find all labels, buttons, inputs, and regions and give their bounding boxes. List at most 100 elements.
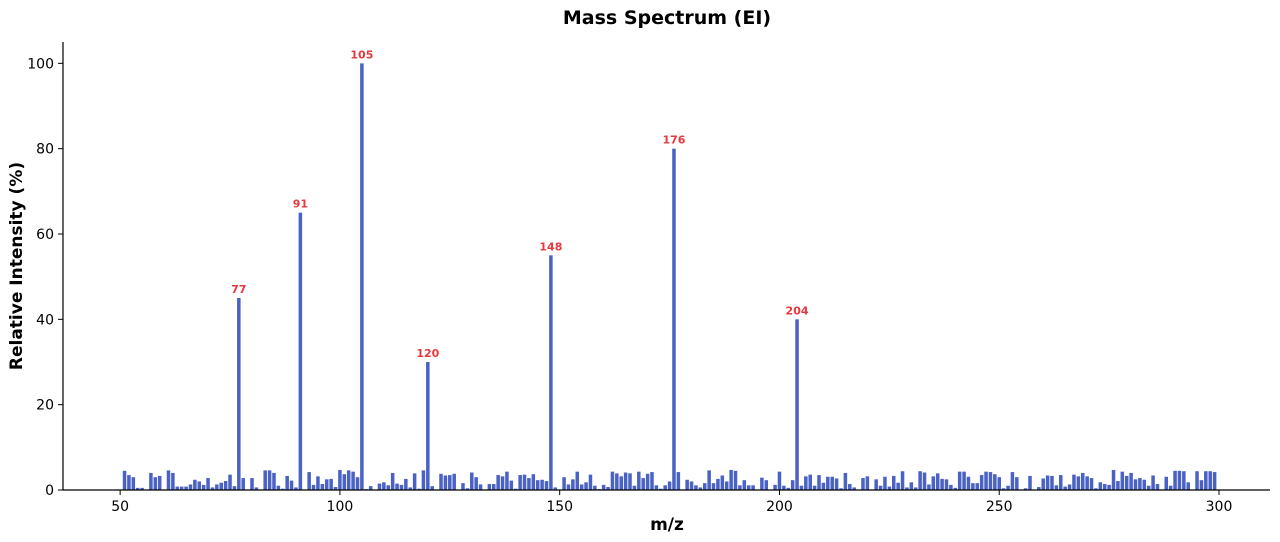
bar-mz-148 [549, 255, 553, 490]
bar-mz-144 [531, 474, 536, 490]
bar-mz-201 [782, 485, 786, 490]
bar-mz-171 [650, 472, 654, 490]
bar-mz-117 [412, 473, 417, 490]
bar-mz-134 [487, 484, 492, 490]
bar-mz-142 [522, 474, 527, 490]
bar-mz-84 [267, 470, 272, 490]
bar-mz-271 [1089, 478, 1094, 490]
bar-mz-202 [786, 487, 791, 490]
bar-mz-107 [368, 486, 373, 490]
bar-mz-116 [408, 487, 413, 490]
bar-mz-184 [707, 470, 711, 490]
bar-mz-203 [790, 480, 795, 490]
bar-mz-199 [773, 484, 777, 490]
peak-label-148: 148 [539, 240, 562, 253]
bar-mz-190 [733, 470, 738, 490]
bar-mz-114 [399, 484, 404, 490]
bar-mz-240 [953, 487, 958, 490]
bar-mz-172 [654, 485, 659, 490]
bar-mz-210 [821, 482, 826, 490]
bar-mz-74 [223, 481, 228, 490]
bar-mz-281 [1133, 479, 1138, 490]
y-tick-label: 40 [36, 312, 54, 328]
bar-mz-161 [606, 487, 610, 490]
bar-mz-110 [382, 482, 386, 490]
bar-mz-269 [1080, 472, 1085, 490]
bar-mz-54 [135, 487, 140, 490]
bar-mz-91 [298, 212, 303, 490]
y-tick-label: 0 [45, 483, 54, 499]
bar-mz-297 [1204, 471, 1208, 490]
peak-label-77: 77 [231, 283, 246, 296]
bar-mz-298 [1208, 471, 1212, 490]
bar-mz-256 [1023, 488, 1028, 490]
x-tick-label: 50 [111, 499, 129, 515]
bar-mz-282 [1138, 478, 1142, 490]
bar-mz-66 [188, 484, 193, 490]
bar-mz-222 [874, 479, 878, 490]
bar-mz-167 [632, 485, 637, 490]
bar-mz-152 [566, 484, 571, 490]
bar-mz-140 [513, 488, 518, 490]
bar-mz-270 [1085, 476, 1089, 490]
bar-mz-76 [232, 486, 237, 490]
bar-mz-73 [219, 482, 223, 490]
bar-mz-120 [426, 362, 430, 490]
bar-mz-249 [993, 474, 997, 490]
bar-mz-188 [724, 481, 729, 490]
bar-mz-267 [1072, 474, 1076, 490]
bar-mz-153 [571, 479, 575, 490]
bar-mz-138 [505, 471, 509, 490]
bar-mz-104 [355, 477, 360, 490]
bar-mz-97 [324, 479, 329, 490]
bar-mz-176 [672, 148, 676, 490]
bar-mz-58 [153, 477, 158, 490]
bar-mz-149 [553, 487, 558, 490]
bar-mz-174 [663, 485, 667, 490]
bar-mz-83 [263, 470, 267, 490]
bar-mz-274 [1102, 484, 1107, 490]
bar-mz-182 [698, 487, 703, 490]
peak-label-120: 120 [416, 347, 439, 360]
bar-mz-206 [804, 476, 808, 490]
bar-mz-197 [764, 480, 769, 490]
bar-mz-118 [417, 488, 421, 490]
bar-mz-80 [250, 478, 254, 490]
bar-mz-130 [470, 472, 474, 490]
bar-mz-260 [1041, 478, 1045, 490]
bar-mz-100 [338, 469, 342, 490]
bar-mz-164 [619, 476, 623, 490]
bar-mz-265 [1063, 486, 1067, 490]
bar-mz-162 [610, 471, 615, 490]
bar-mz-276 [1111, 469, 1116, 490]
bar-mz-208 [812, 485, 817, 490]
x-tick-label: 250 [986, 499, 1013, 515]
bar-mz-215 [843, 472, 848, 490]
bar-mz-77 [237, 298, 241, 490]
bar-mz-101 [342, 474, 347, 490]
bar-mz-64 [179, 486, 184, 490]
bar-mz-187 [720, 475, 725, 490]
bar-mz-115 [404, 478, 408, 490]
y-tick-label: 80 [36, 142, 54, 158]
bar-mz-268 [1076, 476, 1081, 490]
x-tick-label: 150 [546, 499, 573, 515]
bar-mz-146 [540, 479, 544, 490]
bar-mz-237 [940, 478, 944, 490]
bar-mz-141 [518, 475, 522, 490]
bar-mz-288 [1164, 476, 1169, 490]
bar-mz-139 [509, 480, 514, 490]
bar-mz-78 [241, 478, 245, 490]
bar-mz-128 [461, 483, 465, 490]
bar-mz-177 [676, 472, 681, 490]
y-axis-label: Relative Intensity (%) [7, 162, 27, 370]
x-tick-label: 300 [1206, 499, 1233, 515]
bar-mz-160 [601, 484, 606, 490]
bar-mz-102 [346, 470, 351, 490]
bar-mz-254 [1015, 477, 1019, 490]
bar-mz-95 [316, 476, 320, 490]
bar-mz-277 [1116, 481, 1120, 490]
bar-mz-272 [1094, 488, 1098, 490]
y-tick-label: 60 [36, 227, 54, 243]
bar-mz-125 [448, 475, 452, 490]
